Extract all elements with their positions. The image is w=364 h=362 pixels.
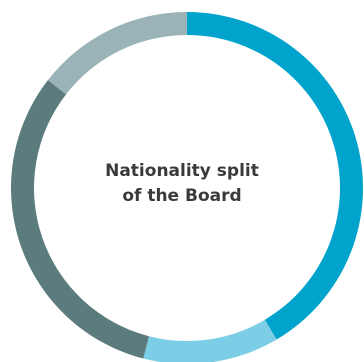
donut-slice-2 xyxy=(143,319,277,362)
chart-center-title-line-1: Nationality split xyxy=(105,161,259,181)
donut-slice-1 xyxy=(187,12,363,340)
chart-center-title: Nationality split of the Board xyxy=(82,159,282,209)
chart-center-title-line-2: of the Board xyxy=(122,186,242,206)
donut-slice-4 xyxy=(47,12,188,95)
donut-slice-3 xyxy=(10,80,149,359)
